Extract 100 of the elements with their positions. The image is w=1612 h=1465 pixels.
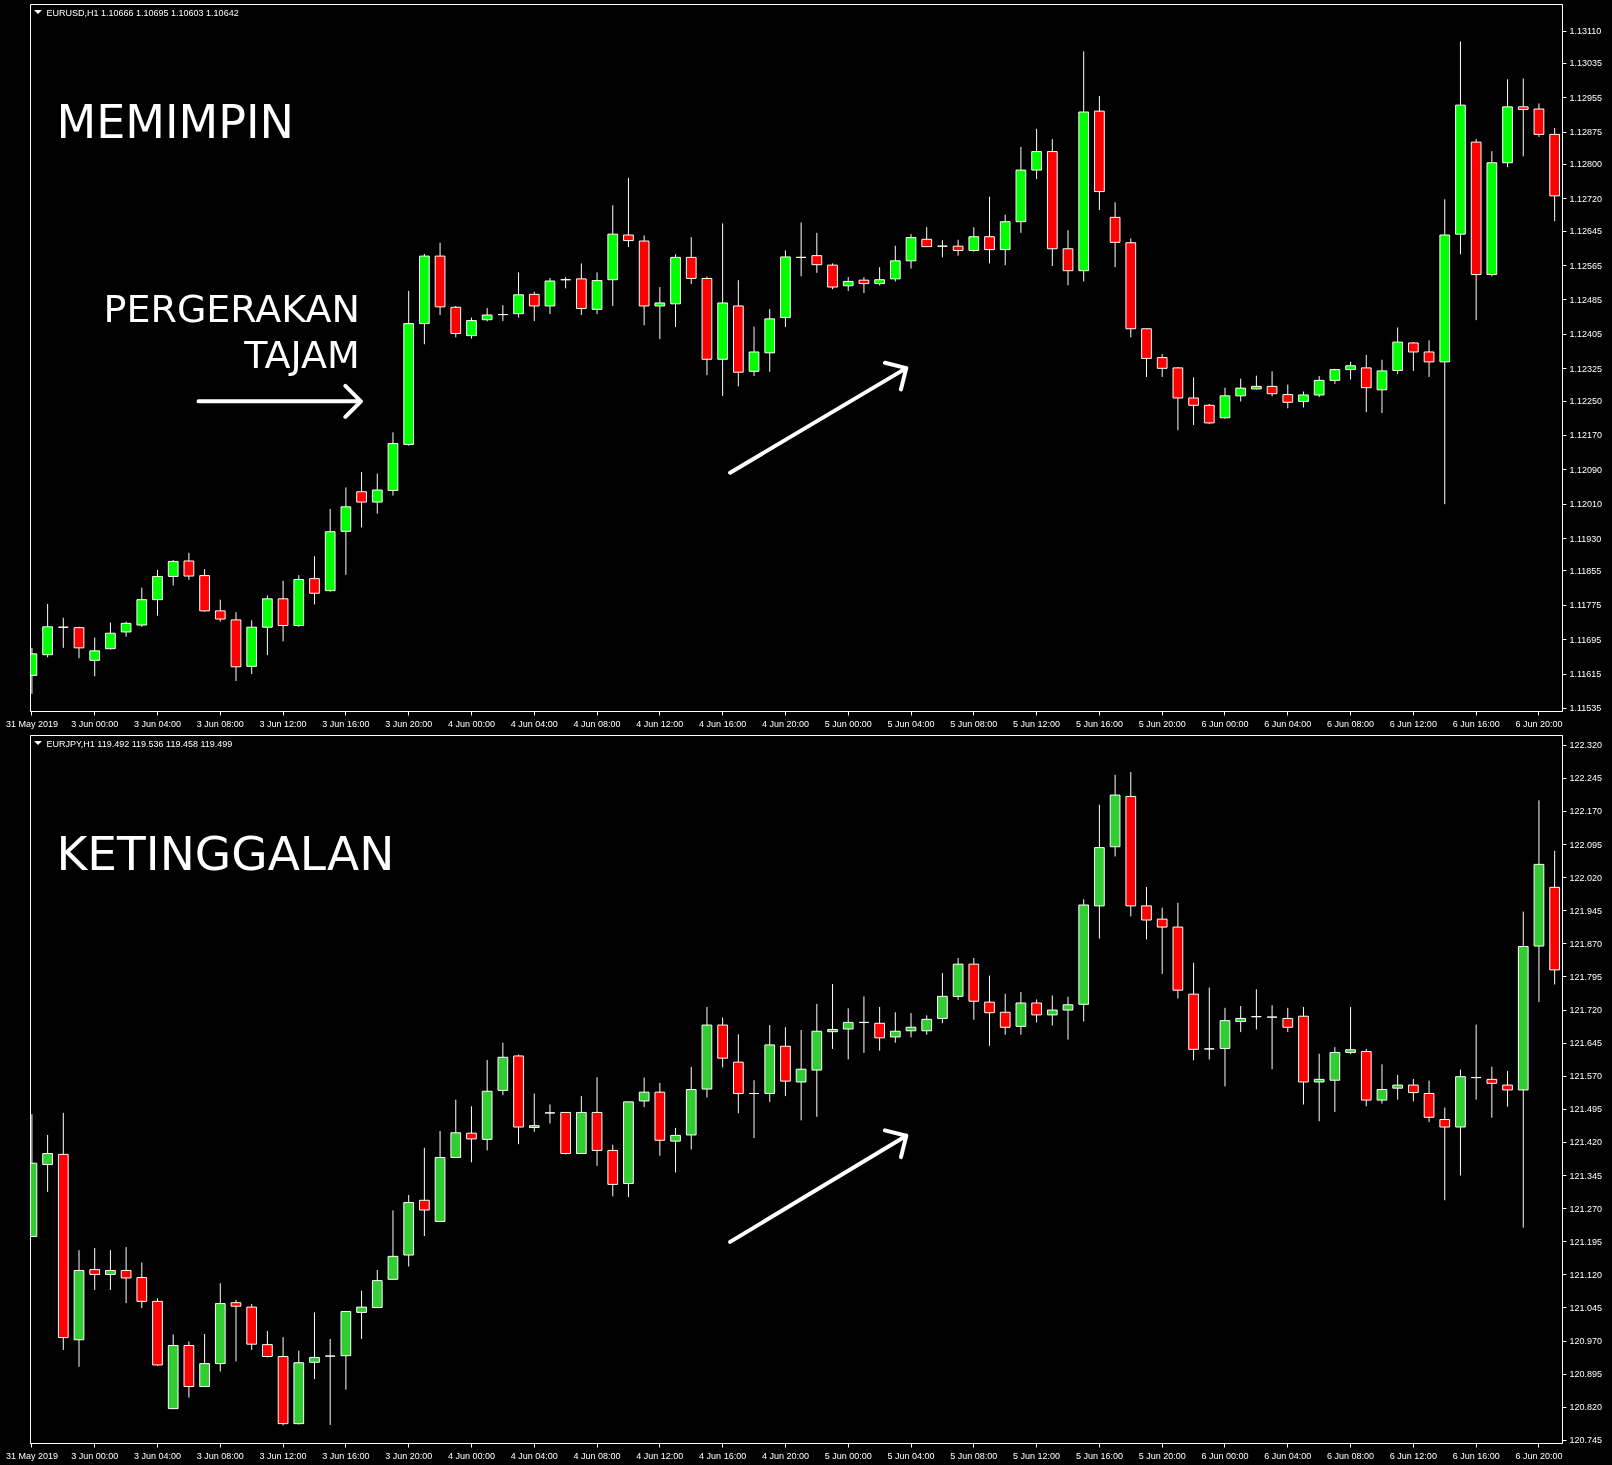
candlestick	[466, 1105, 477, 1163]
candlestick	[874, 1006, 885, 1052]
candlestick	[1313, 375, 1325, 398]
y-tick-label: 121.870	[1569, 938, 1603, 949]
candlestick	[1392, 1074, 1404, 1101]
candlestick	[638, 1077, 650, 1108]
candlestick	[921, 1014, 933, 1036]
x-tick-label: 4 Jun 20:00	[761, 718, 809, 729]
y-tick-label: 121.570	[1569, 1071, 1603, 1082]
candlestick	[1502, 1070, 1513, 1108]
candlestick	[874, 266, 885, 286]
x-tick-label: 5 Jun 00:00	[824, 718, 872, 729]
candlestick	[858, 276, 870, 294]
candlestick	[1156, 907, 1168, 975]
y-tick-label: 121.645	[1569, 1038, 1603, 1049]
candlestick	[842, 1007, 854, 1060]
x-tick-label: 6 Jun 12:00	[1389, 718, 1437, 729]
x-tick-label: 5 Jun 12:00	[1013, 718, 1061, 729]
candlestick	[89, 637, 101, 677]
x-tick-label: 3 Jun 00:00	[71, 1450, 119, 1461]
candlestick	[57, 617, 69, 649]
candlestick	[136, 1262, 148, 1309]
candlestick	[952, 239, 964, 257]
y-tick-label: 1.13110	[1569, 26, 1602, 37]
y-tick-label: 1.12325	[1569, 363, 1603, 374]
y-tick-label: 1.11930	[1569, 533, 1602, 544]
x-tick-label: 5 Jun 20:00	[1138, 1450, 1186, 1461]
candlestick	[1423, 339, 1435, 378]
candlestick	[795, 222, 807, 277]
x-tick-label: 6 Jun 12:00	[1389, 1450, 1437, 1461]
x-tick-label: 5 Jun 04:00	[887, 1450, 935, 1461]
candlestick	[167, 559, 179, 586]
x-tick-label: 6 Jun 04:00	[1264, 1450, 1312, 1461]
candlestick	[1345, 1006, 1356, 1055]
x-tick-label: 3 Jun 00:00	[71, 718, 119, 729]
candlestick	[105, 621, 116, 651]
candlestick	[1360, 354, 1372, 413]
x-tick-label: 5 Jun 20:00	[1138, 718, 1186, 729]
candlestick	[356, 471, 367, 528]
x-tick-label: 31 May 2019	[5, 718, 58, 729]
x-tick-label: 6 Jun 04:00	[1264, 718, 1312, 729]
x-tick-label: 6 Jun 08:00	[1327, 1450, 1375, 1461]
y-tick-label: 122.020	[1569, 872, 1603, 883]
candlestick	[1282, 384, 1294, 409]
y-tick-label: 1.12090	[1569, 464, 1603, 475]
x-tick-label: 5 Jun 00:00	[824, 1450, 872, 1461]
y-tick-label: 1.12485	[1569, 294, 1603, 305]
y-tick-label: 120.970	[1569, 1336, 1603, 1347]
x-tick-label: 4 Jun 00:00	[447, 1450, 495, 1461]
x-tick-label: 4 Jun 20:00	[761, 1450, 809, 1461]
y-tick-label: 121.420	[1569, 1137, 1603, 1148]
chart-title: EURUSD,H1 1.10666 1.10695 1.10603 1.10642	[46, 7, 239, 18]
candlestick	[1141, 886, 1152, 940]
x-tick-label: 4 Jun 08:00	[573, 718, 621, 729]
y-tick-label: 122.095	[1569, 839, 1603, 850]
y-tick-label: 121.045	[1569, 1302, 1603, 1313]
candlestick	[1313, 1053, 1325, 1122]
x-tick-label: 4 Jun 04:00	[510, 1450, 558, 1461]
annotation: KETINGGALAN	[56, 826, 395, 882]
candlestick	[513, 271, 524, 319]
candlestick	[670, 1127, 681, 1173]
candlestick	[309, 1311, 320, 1380]
candlestick	[905, 233, 917, 270]
candlestick	[356, 1290, 367, 1340]
y-tick-label: 121.495	[1569, 1104, 1603, 1115]
candlestick	[984, 975, 995, 1047]
candlestick	[324, 1338, 336, 1426]
y-tick-label: 1.12645	[1569, 226, 1603, 237]
candlestick	[1031, 998, 1042, 1023]
candlestick	[1046, 994, 1058, 1026]
x-tick-label: 3 Jun 08:00	[196, 718, 244, 729]
candlestick	[214, 599, 226, 623]
x-tick-label: 6 Jun 16:00	[1452, 1450, 1500, 1461]
candlestick	[795, 1029, 807, 1121]
candlestick	[419, 1147, 430, 1237]
candlestick	[1266, 370, 1278, 397]
y-tick-label: 122.245	[1569, 773, 1603, 784]
candlestick	[1188, 376, 1199, 426]
annotation: MEMIMPIN	[56, 94, 294, 149]
candlestick	[152, 569, 163, 617]
y-tick-label: 1.12720	[1569, 193, 1603, 204]
candlestick	[1376, 1063, 1388, 1105]
candlestick	[937, 972, 948, 1024]
x-tick-label: 3 Jun 16:00	[322, 1450, 370, 1461]
x-tick-label: 3 Jun 04:00	[133, 718, 182, 729]
candlestick	[1486, 1066, 1498, 1119]
x-tick-label: 5 Jun 08:00	[950, 1450, 998, 1461]
candlestick	[120, 1246, 132, 1304]
candlestick	[905, 1012, 917, 1038]
y-tick-label: 1.11775	[1569, 600, 1602, 611]
y-tick-label: 121.795	[1569, 971, 1603, 982]
candlestick	[1015, 991, 1027, 1036]
candlestick	[1439, 1107, 1451, 1201]
candlestick	[827, 983, 838, 1050]
candlestick	[1031, 128, 1042, 180]
candlestick	[858, 995, 870, 1054]
candlestick	[889, 1011, 901, 1044]
candlestick	[811, 232, 823, 274]
candlestick	[309, 555, 320, 605]
candlestick	[262, 1330, 273, 1358]
